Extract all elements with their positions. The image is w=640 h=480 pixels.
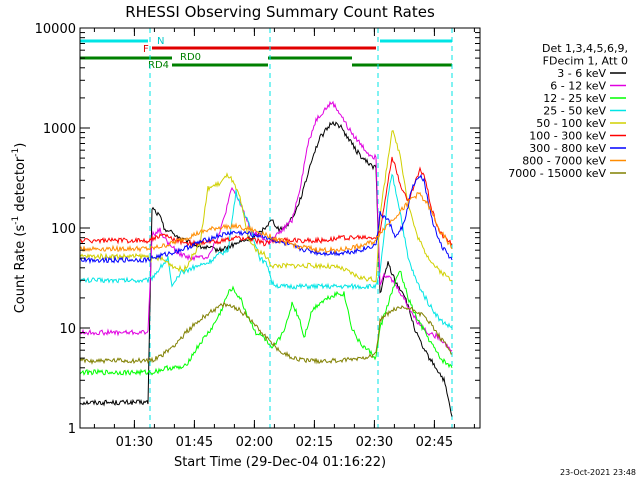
series-group [79,100,453,417]
state-bar-label: N [157,36,164,47]
legend-entry-label: 6 - 12 keV [550,80,606,93]
footer-timestamp: 23-Oct-2021 23:48 [560,468,636,477]
legend-entry-label: 25 - 50 keV [543,105,606,118]
state-bar-label: F [143,44,149,55]
x-tick-label: 02:30 [356,435,393,450]
legend: Det 1,3,4,5,6,9,FDecim 1, Att 03 - 6 keV… [508,42,628,180]
y-axis-label-mid: detector [13,156,28,216]
legend-entry-label: 100 - 300 keV [529,130,606,143]
x-tick-label: 02:00 [236,435,273,450]
y-axis-ticks: 1 10 100 1000 10000 [35,22,480,437]
legend-entry-label: 12 - 25 keV [543,92,606,105]
state-bars: NF RD0 RD4 [80,36,452,71]
chart-title: RHESSI Observing Summary Count Rates [125,3,435,21]
legend-entry-label: 50 - 100 keV [536,117,606,130]
y-axis-label-sup1: -1 [11,216,21,225]
series-line [79,191,453,255]
x-axis-ticks: 01:30 01:45 02:00 02:15 02:30 02:45 [93,28,475,450]
series-line [79,120,453,417]
y-axis-label-main: Count Rate (s [13,225,28,314]
series-line [79,173,453,329]
legend-entry-label: 800 - 7000 keV [522,155,606,168]
series-line [79,130,453,283]
y-axis-label: Count Rate (s-1 detector-1) [11,143,28,314]
legend-header: Det 1,3,4,5,6,9, [542,42,628,55]
y-tick-label: 1000 [43,122,76,137]
y-tick-label: 1 [68,422,76,437]
state-bar-label: RD0 [180,52,201,63]
legend-entry-label: 3 - 6 keV [557,67,606,80]
legend-entry-label: 300 - 800 keV [529,142,606,155]
series-line [79,156,453,248]
series-line [79,100,453,353]
legend-entry-label: 7000 - 15000 keV [508,167,606,180]
series-line [79,301,452,365]
y-axis-label-sup2: -1 [11,148,21,157]
state-bar-label: RD4 [148,60,169,71]
y-tick-label: 10000 [35,22,76,37]
x-tick-label: 01:45 [176,435,213,450]
x-axis-label: Start Time (29-Dec-04 01:16:22) [174,455,386,470]
y-axis-label-end: ) [13,143,28,148]
y-tick-label: 10 [59,322,76,337]
x-tick-label: 01:30 [116,435,153,450]
x-tick-label: 02:45 [416,435,453,450]
y-tick-label: 100 [51,222,76,237]
x-tick-label: 02:15 [296,435,333,450]
series-line [79,173,453,265]
legend-header: FDecim 1, Att 0 [543,55,628,68]
